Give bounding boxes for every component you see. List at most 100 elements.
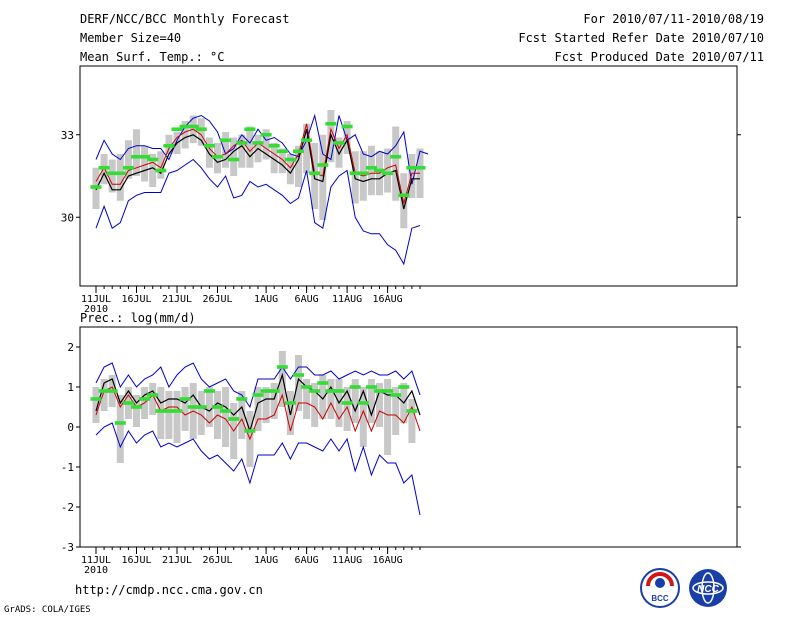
median-marker <box>203 389 215 393</box>
figure-title: DERF/NCC/BCC Monthly Forecast <box>80 12 290 26</box>
median-marker <box>179 397 191 401</box>
median-marker <box>317 381 329 385</box>
x-tick-label-1: 1AUG <box>254 294 278 305</box>
median-marker <box>212 405 223 409</box>
median-marker <box>220 138 232 143</box>
median-marker <box>131 405 142 409</box>
median-marker <box>147 393 159 397</box>
bcc-logo-text: BCC <box>651 594 669 603</box>
spread-box <box>376 383 383 427</box>
median-marker <box>147 157 159 162</box>
member-size-label: Member Size=40 <box>80 31 182 45</box>
median-marker <box>325 121 337 126</box>
forecast-produced-date: Fcst Produced Date 2010/07/11 <box>554 50 764 64</box>
spread-box <box>343 121 351 154</box>
median-marker <box>171 127 183 132</box>
x-year-label-2: 2010 <box>84 565 108 576</box>
x-tick-label-1: 11JUL <box>81 294 111 305</box>
median-marker <box>406 165 418 170</box>
forecast-period: For 2010/07/11-2010/08/19 <box>583 12 764 26</box>
spread-box <box>408 399 416 443</box>
spread-box <box>270 383 278 419</box>
spread-box <box>197 118 205 146</box>
spread-box <box>157 387 165 439</box>
median-marker <box>90 185 102 189</box>
spread-box <box>124 140 132 179</box>
x-tick-label-2: 26JUL <box>202 555 232 566</box>
median-marker <box>406 409 418 413</box>
spread-box <box>238 391 246 439</box>
median-marker <box>155 168 167 173</box>
median-marker <box>268 143 280 148</box>
median-marker <box>171 409 183 413</box>
spread-box <box>359 387 367 447</box>
ncc-logo: NCC <box>689 569 727 607</box>
median-marker <box>187 124 199 129</box>
median-marker <box>390 393 402 397</box>
median-marker <box>317 163 329 167</box>
median-marker <box>236 141 248 145</box>
median-marker <box>228 417 240 421</box>
min-line-1 <box>95 158 421 266</box>
y-tick-label-2: -3 <box>61 541 74 554</box>
median-marker <box>325 389 337 393</box>
median-marker <box>163 143 175 148</box>
spread-box <box>222 387 230 447</box>
median-marker <box>357 171 369 176</box>
source-url[interactable]: http://cmdp.ncc.cma.gov.cn <box>75 583 263 597</box>
x-tick-label-2: 21JUL <box>162 555 192 566</box>
spread-box <box>295 355 302 411</box>
spread-box <box>238 134 246 168</box>
plot-frame-1 <box>79 65 738 287</box>
median-marker <box>284 157 296 162</box>
median-marker <box>382 389 394 393</box>
x-tick-label-1: 11AUG <box>332 294 362 305</box>
median-marker <box>139 397 151 401</box>
spread-box <box>100 379 108 411</box>
spread-box <box>246 126 254 168</box>
min-line-2 <box>95 422 421 516</box>
spread-box <box>92 387 100 423</box>
y-tick-label-1: 30 <box>61 211 74 224</box>
median-marker <box>187 405 199 409</box>
median-marker <box>333 141 345 145</box>
grads-credit: GrADS: COLA/IGES <box>4 605 91 615</box>
spread-box <box>205 137 213 168</box>
x-tick-label-2: 11JUL <box>81 555 111 566</box>
median-marker <box>341 124 353 129</box>
median-marker <box>293 149 304 154</box>
x-tick-label-1: 26JUL <box>202 294 232 305</box>
median-marker <box>114 421 126 425</box>
spread-box <box>392 387 400 435</box>
spread-box <box>116 154 124 201</box>
x-tick-label-1: 16JUL <box>121 294 151 305</box>
spread-box <box>343 387 351 431</box>
spread-box <box>141 145 149 182</box>
median-marker <box>122 401 134 405</box>
spread-box <box>173 391 181 443</box>
median-marker <box>276 365 288 369</box>
median-marker <box>212 154 223 159</box>
median-marker <box>220 409 232 413</box>
median-marker <box>341 401 353 405</box>
spread-box <box>384 148 392 193</box>
spread-box <box>108 159 116 193</box>
max-line-2 <box>95 362 421 409</box>
median-marker <box>203 143 215 148</box>
median-marker <box>163 409 175 413</box>
spread-box <box>278 351 286 407</box>
median-marker <box>114 171 126 176</box>
ncc-logo-text: NCC <box>697 584 719 595</box>
spread-box <box>116 395 124 463</box>
spread-box <box>254 387 262 431</box>
y-tick-label-2: 0 <box>67 421 74 434</box>
median-marker <box>260 389 272 393</box>
x-tick-label-1: 6AUG <box>295 294 319 305</box>
median-marker <box>90 397 102 401</box>
spread-box <box>133 129 140 176</box>
y-tick-label-2: 1 <box>67 381 74 394</box>
spread-box <box>367 145 375 196</box>
bcc-logo: BCC <box>640 568 680 608</box>
x-tick-label-2: 11AUG <box>332 555 362 566</box>
